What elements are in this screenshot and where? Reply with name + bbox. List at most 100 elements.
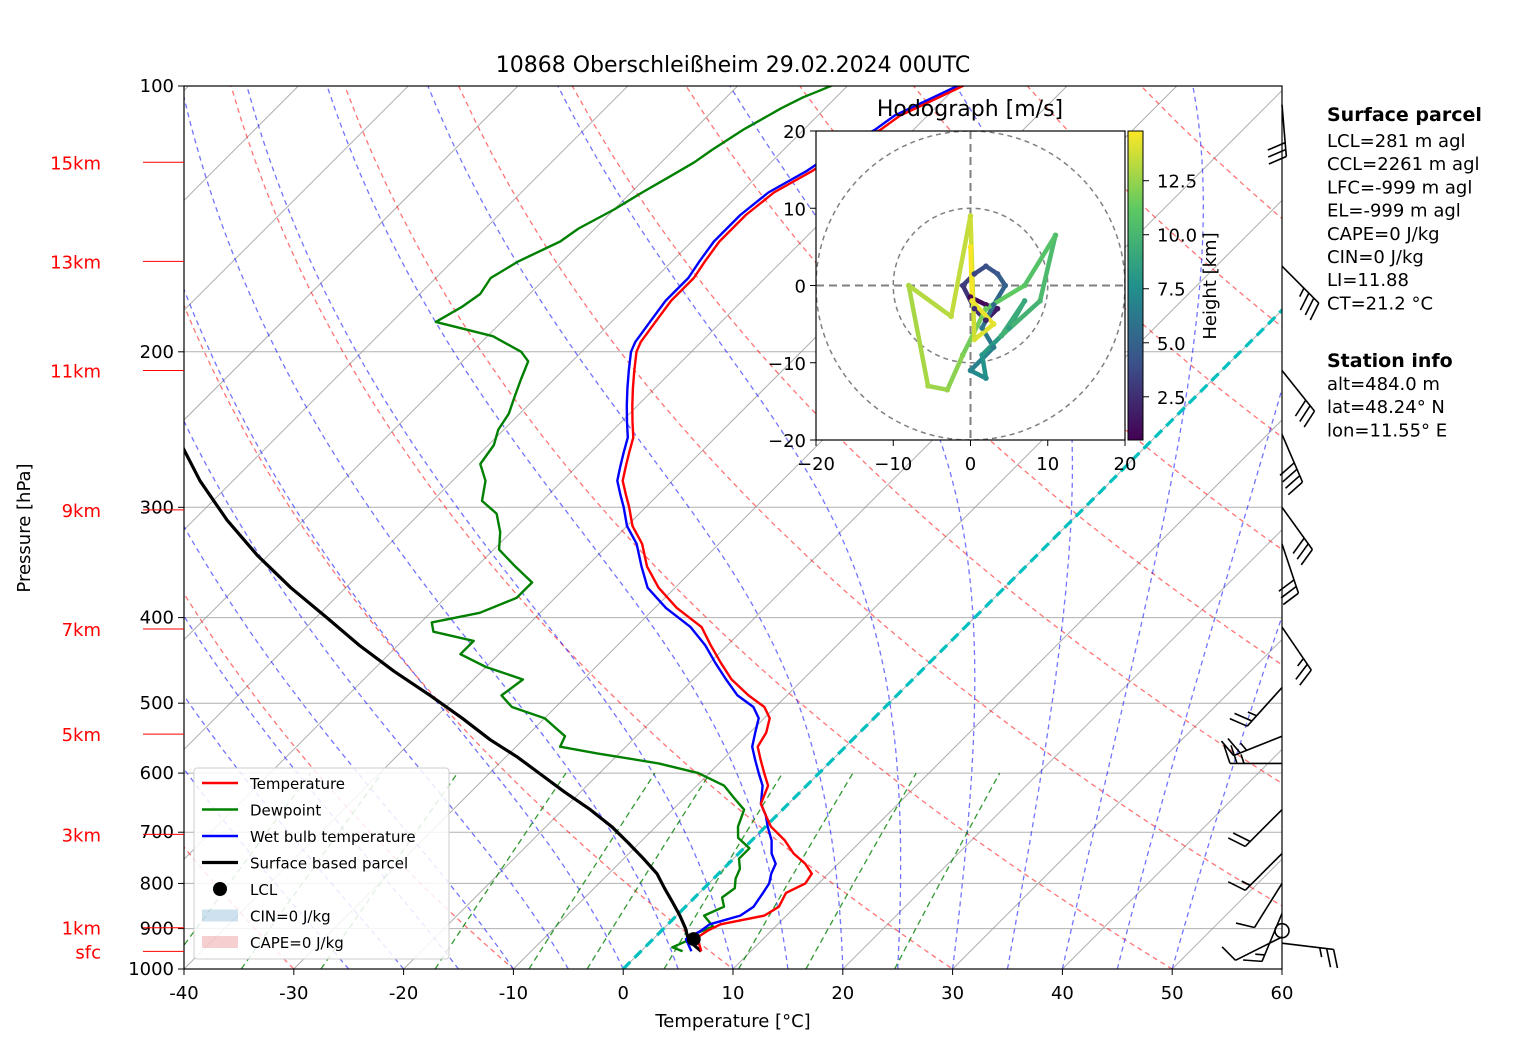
hodograph-point [991,302,997,308]
wind-barb-feather [1269,157,1286,164]
x-tick-label: 30 [941,983,964,1004]
wind-barb-half-feather [1241,743,1247,750]
chart-title: 10868 Oberschleißheim 29.02.2024 00UTC [496,53,971,78]
surface-parcel-line: CIN=0 J/kg [1327,247,1424,268]
legend-swatch-dot [213,882,227,896]
mixing-ratio-line [664,773,783,969]
wind-barb-feather [1305,298,1313,315]
hodograph-x-tick-label: 0 [965,454,976,475]
x-tick-label: 20 [831,983,854,1004]
y-tick-label: 1000 [128,959,174,980]
wind-barb [1282,266,1319,320]
hodograph-point [972,271,978,277]
wind-barb [1222,937,1282,960]
hodograph-y-tick-label: 10 [783,199,806,220]
surface-parcel-line: CAPE=0 J/kg [1327,224,1440,245]
x-tick-label: -40 [169,983,198,1004]
legend-label: CIN=0 J/kg [250,908,331,926]
hodograph-point [999,333,1005,339]
y-tick-label: 800 [140,873,174,894]
station-info-heading: Station info [1327,350,1453,372]
wind-barb-half-feather [1300,288,1304,296]
y-tick-label: 400 [140,608,174,629]
colorbar-tick-label: 2.5 [1157,388,1186,409]
wind-barb-feather [1228,838,1245,846]
wind-barb-shaft [1245,854,1282,891]
x-tick-label: -30 [279,983,308,1004]
mixing-ratio-line [435,773,566,969]
wind-barb-half-feather [1255,954,1264,955]
colorbar [1128,131,1143,440]
wind-barb [1236,883,1282,927]
surface-parcel-line: EL=-999 m agl [1327,201,1461,222]
y-tick-label: 200 [140,342,174,363]
wind-barb-feather [1222,947,1235,960]
hodograph-x-tick-label: −10 [874,454,912,475]
colorbar-tick-label: 12.5 [1157,172,1197,193]
wind-barb-shaft [1245,810,1282,847]
wind-barb-shaft [1235,937,1282,960]
y-tick-label: 300 [140,497,174,518]
mixing-ratio-line [739,773,853,969]
hodograph-point [991,321,997,327]
wind-barb-shaft [1234,736,1282,755]
legend-label: Wet bulb temperature [250,828,416,846]
hodograph-x-tick-label: 10 [1036,454,1059,475]
hodograph-point [1037,298,1043,304]
wind-barb [1282,371,1314,428]
y-tick-label: 100 [140,76,174,97]
wind-barb-shaft [1282,943,1334,949]
height-label: 13km [50,252,101,273]
wind-barb-half-feather [1241,754,1244,763]
hodograph-point [968,213,974,219]
hodograph-point [983,263,989,269]
wind-barb-shaft [1282,105,1286,157]
hodograph-point [1006,325,1012,331]
legend-swatch-patch [202,910,238,922]
y-tick-label: 500 [140,693,174,714]
hodograph-point [979,352,985,358]
hodograph-point [972,306,978,312]
y-tick-label: 900 [140,919,174,940]
hodograph-point [925,383,931,389]
y-tick-label: 700 [140,822,174,843]
hodograph-point [968,368,974,374]
legend-swatch-patch [202,936,238,948]
station-info-line: lon=11.55° E [1327,420,1447,441]
surface-parcel-heading: Surface parcel [1327,104,1482,126]
surface-parcel-line: LCL=281 m agl [1327,131,1466,152]
hodograph-point [945,387,951,393]
x-tick-label: 50 [1161,983,1184,1004]
wind-barb [1228,810,1282,847]
hodograph-point [1053,232,1059,238]
hodograph-y-tick-label: −10 [768,354,806,375]
wind-barb-feather [1300,293,1308,310]
wind-barb-feather [1230,719,1247,727]
hodograph-y-tick-label: 0 [795,277,806,298]
hodograph-y-tick-label: −20 [768,431,806,452]
wind-barb-half-feather [1298,658,1304,666]
x-tick-label: 40 [1051,983,1074,1004]
y-tick-label: 600 [140,763,174,784]
wind-barb-shaft [1282,434,1302,482]
wind-barb-shaft [1282,507,1312,549]
wind-barb-feather [1243,960,1262,961]
colorbar-tick-label: 7.5 [1157,280,1186,301]
hodograph-x-tick-label: −20 [797,454,835,475]
height-label: 3km [62,825,101,846]
height-label: 1km [62,919,101,940]
hodograph-point [983,317,989,323]
wind-barb-feather [1236,923,1254,927]
colorbar-tick-label: 5.0 [1157,334,1186,355]
wind-barb-shaft [1282,544,1298,593]
x-tick-label: -20 [389,983,418,1004]
hodograph-point [972,337,978,343]
wind-barb-shaft [1282,627,1311,670]
wind-barb [1228,854,1282,891]
